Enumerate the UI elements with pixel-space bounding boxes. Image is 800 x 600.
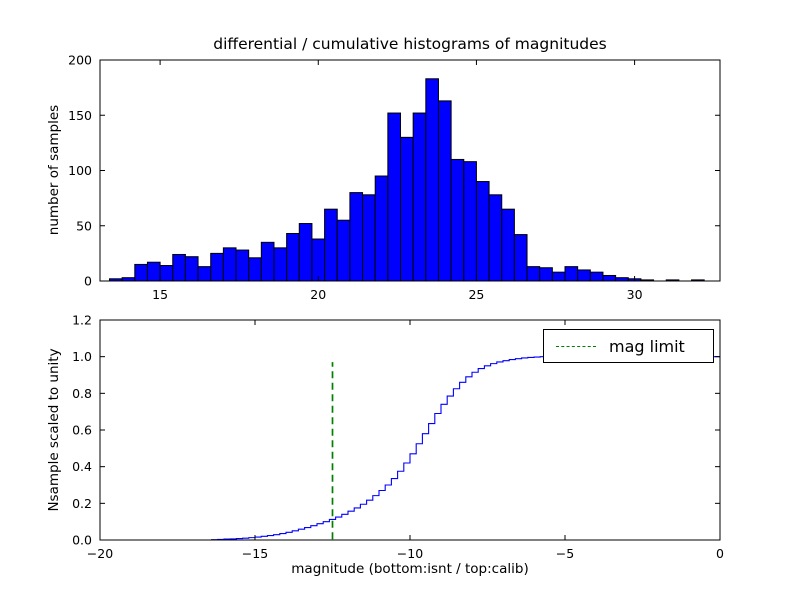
chart-title: differential / cumulative histograms of … <box>213 35 607 53</box>
histogram-bar <box>362 194 376 282</box>
histogram-bar <box>551 271 566 282</box>
histogram-bar <box>412 112 427 282</box>
mag-limit-legend-line-icon <box>556 345 596 347</box>
histogram-bar <box>311 238 326 282</box>
histogram-bar <box>172 253 186 282</box>
histogram-bar <box>602 274 617 282</box>
histogram-bar <box>235 249 250 282</box>
histogram-bar <box>589 271 604 282</box>
histogram-bar <box>349 192 364 282</box>
x-tick-label: −20 <box>87 546 113 561</box>
histogram-bar <box>425 78 439 282</box>
histogram-bar <box>184 256 199 282</box>
histogram-bar <box>134 263 148 282</box>
y-tick-label: 1.2 <box>72 313 92 328</box>
x-axis-label: magnitude (bottom:isnt / top:calib) <box>291 561 529 577</box>
y-tick-label: 200 <box>68 53 92 68</box>
x-tick-label: 15 <box>152 287 168 302</box>
x-tick-label: 20 <box>310 287 326 302</box>
x-tick-label: 0 <box>716 546 724 561</box>
legend: mag limit <box>543 329 714 363</box>
bottom-y-axis-label: Nsample scaled to unity <box>46 348 62 512</box>
histogram-bar <box>298 223 313 282</box>
y-tick-label: 0.8 <box>72 386 92 401</box>
histogram-bar <box>197 266 212 282</box>
histogram-bar <box>286 232 300 282</box>
histogram-bar <box>463 161 477 282</box>
histogram-bar <box>475 181 490 282</box>
y-tick-label: 0.2 <box>72 496 92 511</box>
histogram-bar <box>146 261 161 282</box>
histogram-bar <box>450 158 465 282</box>
histogram-bar <box>210 252 224 282</box>
histogram-bar <box>260 241 275 282</box>
histogram-bar <box>387 112 402 282</box>
histogram-bar <box>564 266 579 282</box>
y-tick-label: 0.6 <box>72 423 92 438</box>
x-tick-label: −5 <box>556 546 574 561</box>
x-tick-label: −10 <box>397 546 423 561</box>
y-tick-label: 100 <box>68 163 92 178</box>
histogram-bar <box>159 265 174 282</box>
histogram-bar <box>539 267 553 282</box>
y-tick-label: 0.0 <box>72 533 92 548</box>
x-tick-label: 25 <box>468 287 484 302</box>
legend-label: mag limit <box>609 336 685 356</box>
histogram-bar <box>273 247 288 282</box>
x-tick-label: 30 <box>627 287 643 302</box>
y-tick-label: 150 <box>68 108 92 123</box>
histogram-bar <box>513 234 528 282</box>
histogram-bar <box>526 266 541 282</box>
x-tick-label: −15 <box>242 546 268 561</box>
y-tick-label: 1.0 <box>72 349 92 364</box>
histogram-bar <box>501 208 515 282</box>
histogram-bar <box>248 257 262 282</box>
histogram-bar <box>336 219 351 282</box>
y-tick-label: 0 <box>84 274 92 289</box>
histogram-bar <box>400 136 414 282</box>
histogram-bar <box>222 247 237 282</box>
cumulative-step-line <box>100 356 720 541</box>
histogram-bar <box>577 269 591 282</box>
histogram-bar <box>437 100 452 282</box>
histogram-bar <box>488 194 503 282</box>
y-tick-label: 50 <box>76 218 92 233</box>
top-y-axis-label: number of samples <box>46 104 62 236</box>
y-tick-label: 0.4 <box>72 459 92 474</box>
histogram-bar <box>324 208 338 282</box>
histogram-bar <box>374 175 389 282</box>
